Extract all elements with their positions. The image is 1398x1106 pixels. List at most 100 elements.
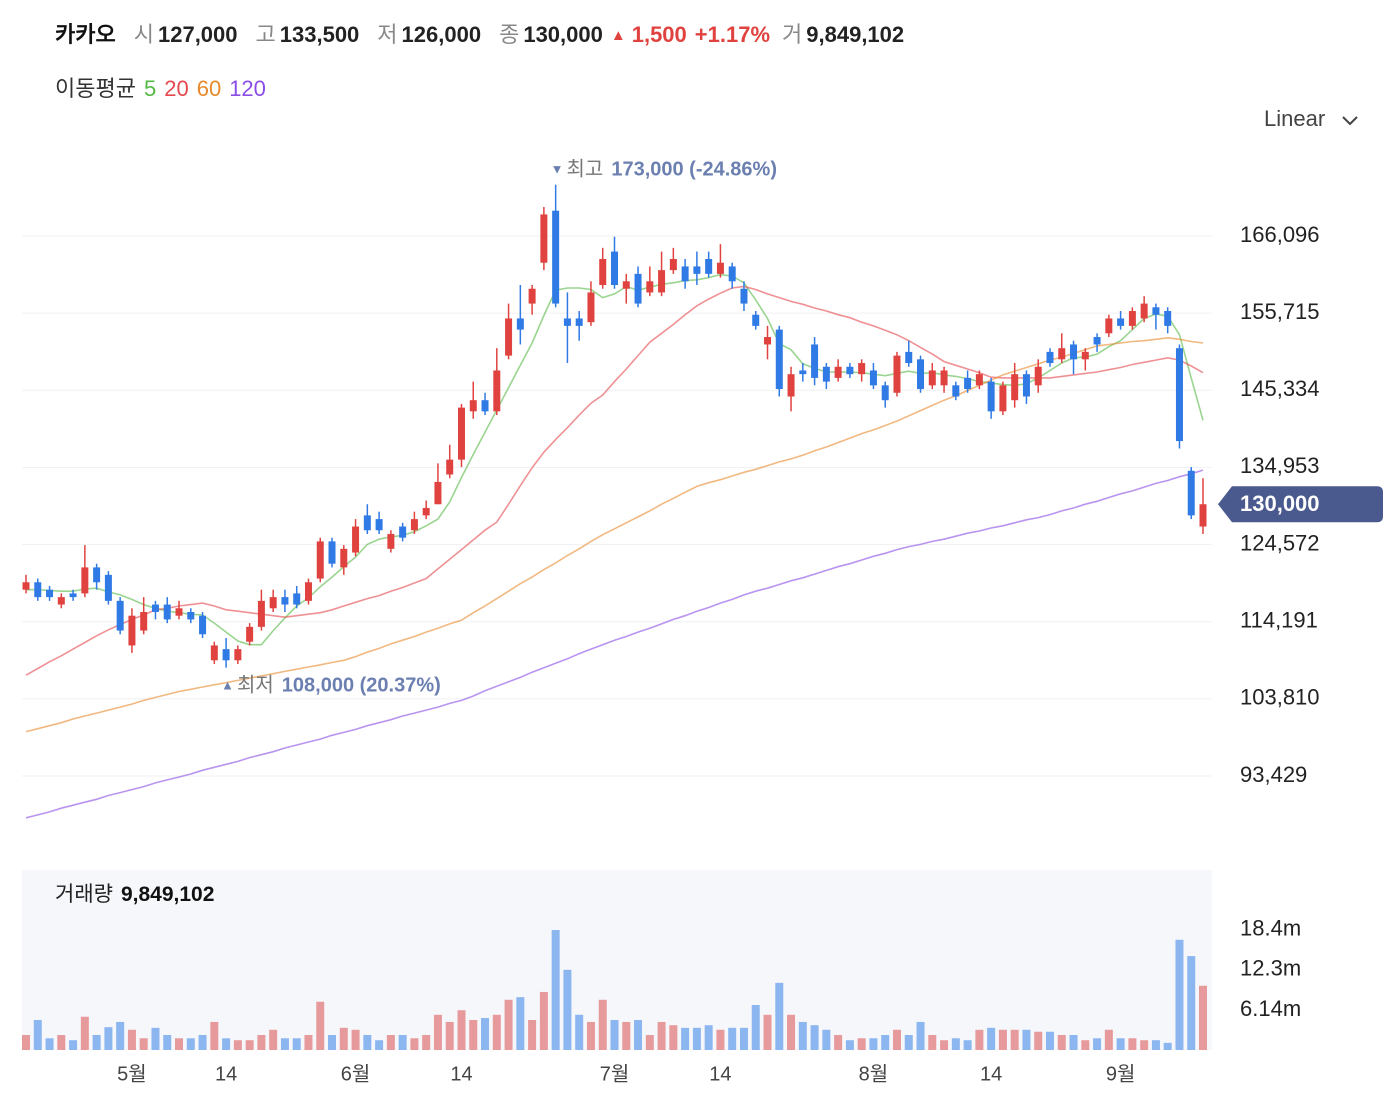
candle-body [187,611,195,620]
volume-title-label: 거래량 [55,883,113,906]
candle-body [846,366,854,375]
candle-body [1187,470,1195,516]
volume-bar [586,1021,595,1050]
volume-bar [445,1021,454,1050]
candle-body [952,385,960,397]
volume-bar [116,1021,125,1050]
candle-body [1058,348,1066,360]
legend-entry: 5 [144,76,156,101]
volume-bar [610,1020,619,1050]
volume-bar [280,1038,289,1050]
candle-body [316,541,324,579]
volume-bar [951,1038,960,1050]
volume-bar [1093,1038,1102,1050]
y-tick-label: 145,334 [1240,376,1320,401]
candle-body [552,210,560,304]
candle-body [1152,307,1160,315]
volume-bar [1140,1040,1149,1050]
moving-average-line [26,273,1204,646]
volume-bar [375,1040,384,1050]
volume-bar [845,1040,854,1050]
volume-bar [1116,1038,1125,1050]
candle-body [563,318,571,326]
moving-average-line [25,285,1204,676]
volume-bar [575,1014,584,1050]
candle-body [1046,351,1054,364]
candle-body [764,337,772,345]
candle-body [163,604,171,620]
candle-body [469,400,477,412]
volume-title: 거래량 9,849,102 [55,883,214,906]
quote-value: 130,000 [523,22,603,47]
volume-bar [410,1038,419,1050]
scale-selector-label[interactable]: Linear [1264,106,1325,131]
volume-bar [1057,1035,1066,1050]
volume-bar [763,1014,772,1050]
candle-body [69,593,77,598]
y-tick-label: 166,096 [1240,222,1320,247]
candle-body [387,533,395,549]
change-percent: +1.17% [695,22,770,47]
volume-bar [1163,1042,1172,1050]
volume-bar [834,1035,843,1050]
candle-body [151,604,159,612]
candle-body [246,626,254,642]
volume-bar [186,1038,195,1050]
x-tick-label: 14 [980,1063,1002,1085]
change-amount: 1,500 [632,22,687,47]
volume-bar [163,1035,172,1050]
volume-bar [657,1021,666,1050]
volume-bar [198,1035,207,1050]
stock-name: 카카오 [55,22,116,47]
volume-bar [245,1040,254,1050]
candle-body [917,359,925,390]
volume-bar [634,1020,643,1050]
y-tick-label: 124,572 [1240,530,1320,555]
scale-selector[interactable]: Linear [1264,106,1358,131]
volume-bar [1104,1029,1113,1050]
annotation-label: 최고 [567,158,604,181]
candle-body [46,589,54,598]
candle-body [352,526,360,553]
candle-body [399,526,407,538]
volume-bar [233,1040,242,1050]
candle-body [669,259,677,271]
volume-bar [598,999,607,1050]
volume-bar [1187,956,1196,1050]
candle-body [575,318,583,326]
chevron[interactable] [1342,116,1358,126]
legend-entry: 20 [164,76,188,101]
volume-bar [916,1021,925,1050]
volume-bar [963,1040,972,1050]
volume-bar [33,1020,42,1050]
candle-body [905,351,913,364]
candle-body [410,519,418,531]
candle-body [210,645,218,661]
candle-body [1093,337,1101,345]
candle-body [304,582,312,601]
candle-body [434,481,442,505]
volume-bar [45,1038,54,1050]
volume-bar [127,1029,136,1050]
candle-body [693,266,701,274]
volume-tick-label: 6.14m [1240,996,1301,1021]
candle-body [740,288,748,304]
volume-bar [210,1021,219,1050]
volume-bar [751,1005,760,1050]
volume-bar [940,1040,949,1050]
quote-header: 카카오 시 127,000 고 133,500 저 126,000 종 130,000 ▲ 1,50… [55,22,904,47]
volume-bar [998,1029,1007,1050]
candle-body [505,318,513,356]
volume-bar [222,1038,231,1050]
volume-bar [481,1018,490,1050]
candle-body [128,615,136,646]
candle-body [528,288,536,304]
volume-bar [92,1035,101,1050]
volume-bar [881,1035,890,1050]
x-tick-label: 9월 [1106,1062,1136,1085]
annotation-text: 173,000 (-24.86%) [611,159,777,181]
y-tick-label: 103,810 [1240,685,1320,710]
candle-body [1034,366,1042,386]
candle-body [222,649,230,661]
candle-body [375,519,383,531]
